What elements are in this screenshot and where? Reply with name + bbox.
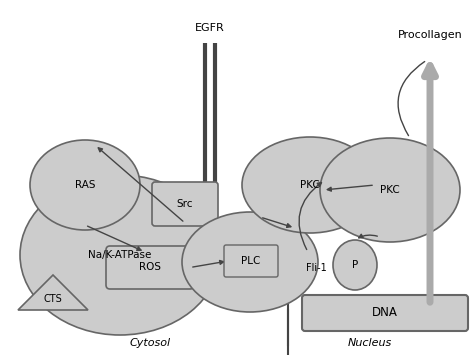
Text: DNA: DNA (372, 306, 398, 320)
Ellipse shape (242, 137, 378, 233)
Text: EGFR: EGFR (195, 23, 225, 33)
Ellipse shape (30, 140, 140, 230)
Ellipse shape (320, 138, 460, 242)
Ellipse shape (333, 240, 377, 290)
Text: ROS: ROS (139, 262, 161, 273)
Text: PKC: PKC (300, 180, 320, 190)
Text: Nucleus: Nucleus (348, 338, 392, 348)
Text: PKC: PKC (380, 185, 400, 195)
FancyBboxPatch shape (224, 245, 278, 277)
FancyBboxPatch shape (302, 295, 468, 331)
Text: PLC: PLC (241, 256, 261, 266)
Text: Cytosol: Cytosol (129, 338, 171, 348)
Text: P: P (352, 260, 358, 270)
Text: Src: Src (177, 199, 193, 209)
Text: Fli-1: Fli-1 (306, 263, 327, 273)
Text: RAS: RAS (75, 180, 95, 190)
Polygon shape (18, 275, 88, 310)
Text: Procollagen: Procollagen (398, 30, 462, 40)
Text: Na/K-ATPase: Na/K-ATPase (88, 250, 152, 260)
Ellipse shape (182, 212, 318, 312)
FancyBboxPatch shape (106, 246, 194, 289)
Text: CTS: CTS (44, 294, 63, 304)
Ellipse shape (20, 175, 220, 335)
FancyBboxPatch shape (152, 182, 218, 226)
